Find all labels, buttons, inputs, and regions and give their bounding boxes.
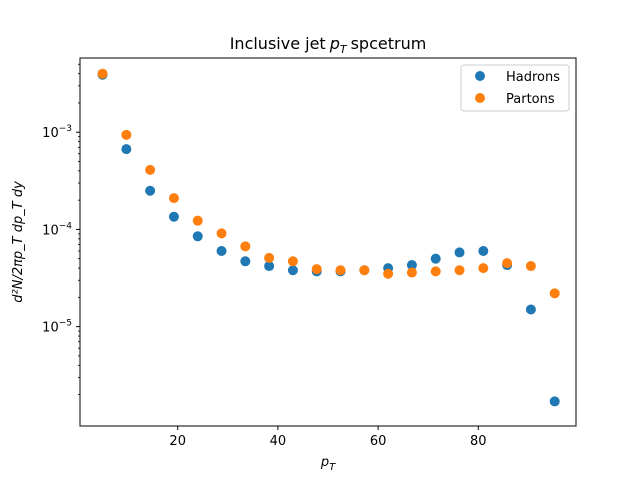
x-axis-label-var: p — [320, 455, 329, 470]
y-tick-label-2: 10−3 — [42, 124, 72, 141]
point-hadrons-6 — [240, 256, 251, 267]
point-partons-19 — [549, 288, 560, 299]
y-tick-label-base: 10 — [42, 223, 59, 238]
point-hadrons-13 — [406, 260, 417, 271]
y-tick-label-exp: −5 — [59, 319, 72, 329]
legend: Hadrons Partons — [460, 64, 570, 112]
point-hadrons-4 — [192, 231, 203, 242]
point-hadrons-18 — [525, 304, 536, 315]
point-partons-18 — [525, 261, 536, 272]
y-tick-label-exp: −3 — [59, 124, 72, 134]
point-partons-7 — [264, 252, 275, 263]
point-hadrons-8 — [287, 265, 298, 276]
x-tick-label-80: 80 — [470, 434, 487, 449]
point-hadrons-15 — [454, 247, 465, 258]
point-partons-8 — [287, 256, 298, 267]
chart-title: Inclusive jet pT spcetrum — [230, 34, 427, 56]
point-hadrons-19 — [549, 396, 560, 407]
series-partons — [97, 68, 560, 299]
point-partons-14 — [430, 266, 441, 277]
chart-title-rest: spcetrum — [351, 34, 427, 53]
chart-title-var: p — [329, 34, 340, 53]
point-partons-16 — [478, 263, 489, 274]
point-partons-11 — [359, 265, 370, 276]
point-hadrons-7 — [264, 261, 275, 272]
legend-marker-hadrons — [475, 71, 485, 81]
x-tick-label-40: 40 — [270, 434, 287, 449]
point-partons-1 — [121, 129, 132, 140]
chart-title-main: Inclusive jet — [230, 34, 326, 53]
point-partons-5 — [216, 228, 227, 239]
y-tick-label-base: 10 — [42, 126, 59, 141]
y-axis-label: d²N/2πp_T dp_T dy — [11, 181, 26, 303]
point-partons-6 — [240, 241, 251, 252]
y-tick-label-exp: −4 — [59, 221, 73, 231]
point-partons-10 — [335, 265, 346, 276]
y-tick-label-base: 10 — [42, 321, 59, 336]
point-hadrons-1 — [121, 144, 132, 155]
x-tick-label-20: 20 — [169, 434, 186, 449]
x-axis: 20 40 60 80 — [169, 426, 487, 449]
point-partons-17 — [502, 258, 513, 269]
x-axis-label-sub: T — [329, 462, 336, 473]
plot-points — [97, 68, 560, 407]
point-hadrons-3 — [168, 211, 179, 222]
legend-label-partons: Partons — [506, 92, 555, 107]
point-partons-2 — [145, 164, 156, 175]
point-partons-3 — [168, 193, 179, 204]
legend-label-hadrons: Hadrons — [506, 70, 560, 85]
point-partons-0 — [97, 68, 108, 79]
legend-box — [460, 64, 570, 112]
point-hadrons-5 — [216, 245, 227, 256]
chart-title-sub: T — [340, 43, 348, 56]
point-hadrons-14 — [430, 253, 441, 264]
y-tick-label-0: 10−5 — [42, 319, 72, 336]
point-hadrons-16 — [478, 245, 489, 256]
legend-marker-partons — [475, 93, 485, 103]
point-partons-15 — [454, 265, 465, 276]
y-axis: 10−510−410−3 — [42, 63, 80, 395]
point-partons-4 — [192, 215, 203, 226]
point-partons-13 — [406, 267, 417, 278]
point-partons-9 — [311, 264, 322, 275]
y-tick-label-1: 10−4 — [42, 221, 72, 238]
x-axis-label: pT — [320, 455, 336, 473]
point-partons-12 — [383, 268, 394, 279]
point-hadrons-2 — [145, 185, 156, 196]
x-tick-label-60: 60 — [370, 434, 387, 449]
plot-frame — [79, 57, 577, 427]
